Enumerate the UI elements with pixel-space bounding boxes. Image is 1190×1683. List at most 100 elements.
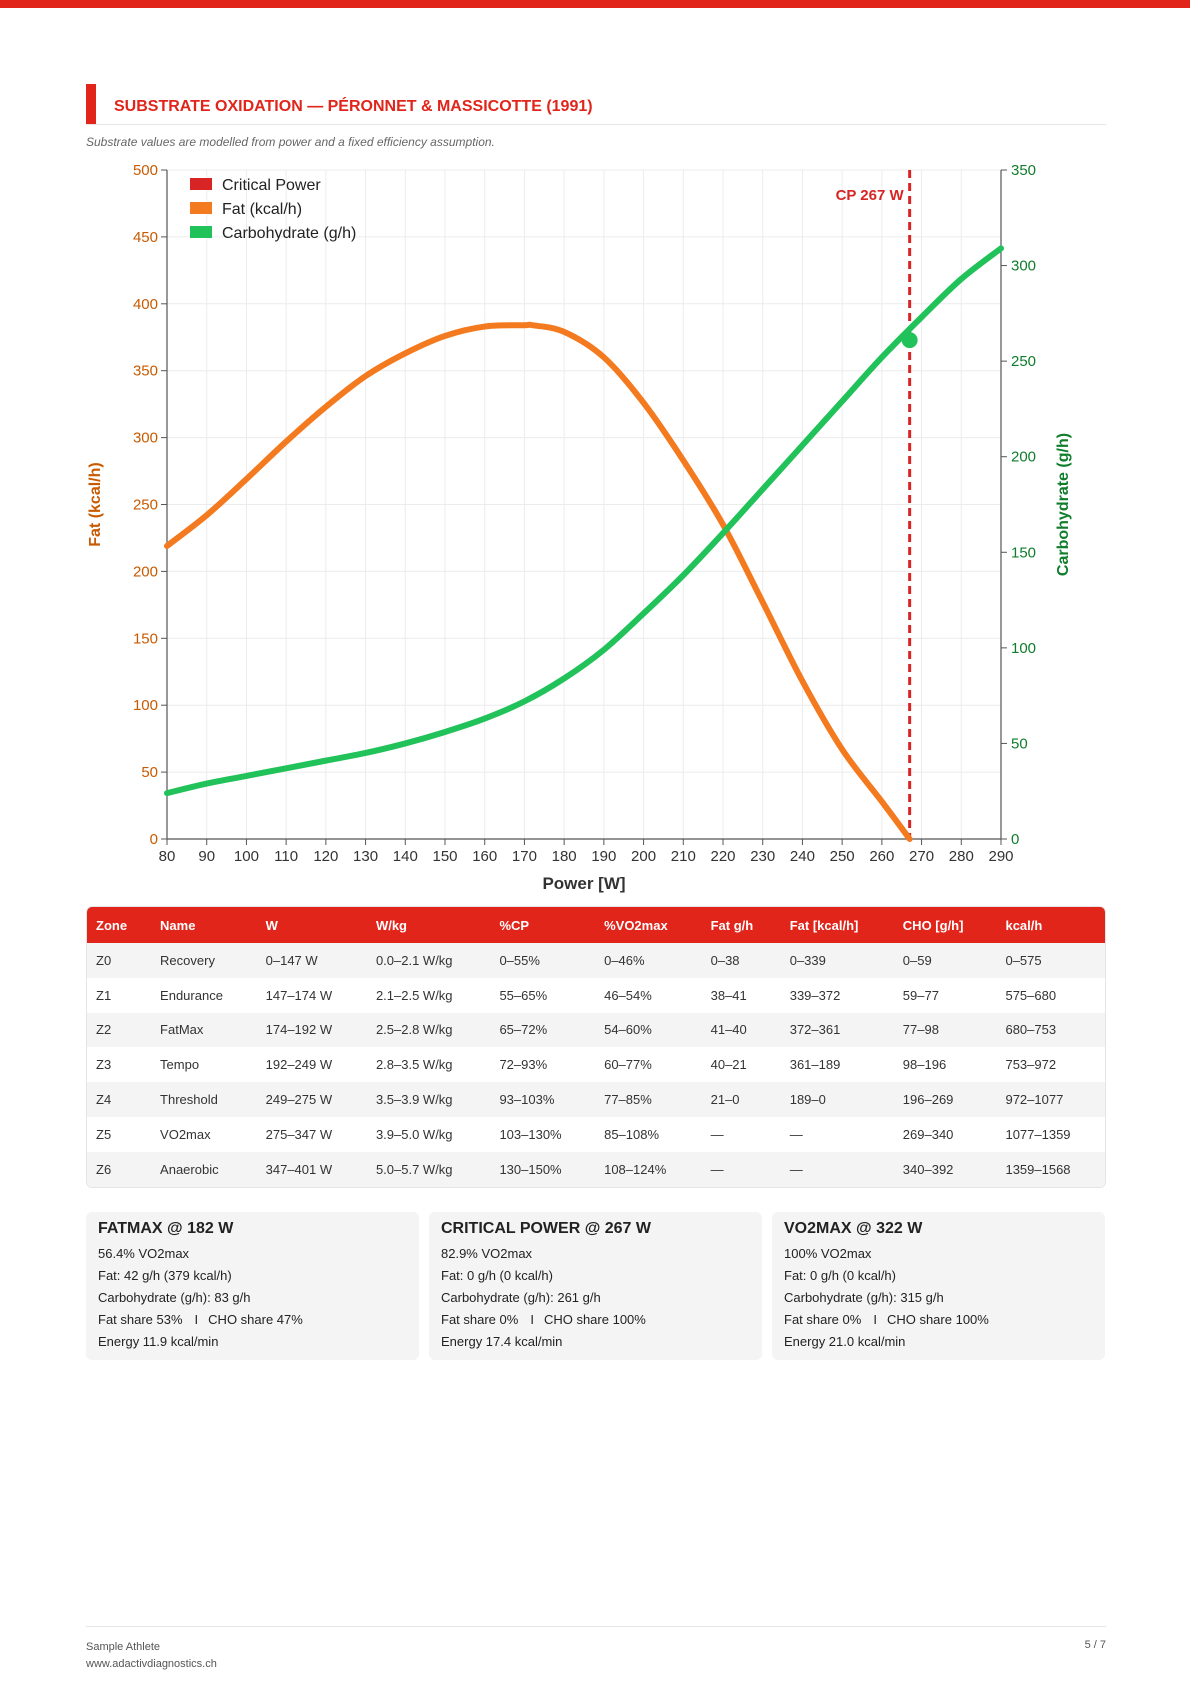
- card-energy: Energy 21.0 kcal/min: [784, 1334, 906, 1349]
- table-cell: 41–40: [701, 1012, 781, 1048]
- card-fat: Fat: 0 g/h (0 kcal/h): [784, 1268, 896, 1283]
- y-tick-label: 450: [133, 229, 158, 246]
- table-cell: 65–72%: [490, 1012, 596, 1048]
- card-fat-share: Fat share 0%: [784, 1312, 862, 1327]
- footer-divider: [86, 1626, 1106, 1627]
- table-cell: 108–124%: [595, 1151, 702, 1187]
- x-tick-label: 250: [830, 848, 855, 865]
- table-cell: Threshold: [151, 1082, 257, 1117]
- card-fat-share: Fat share 53%: [98, 1312, 183, 1327]
- table-row: Z5 VO2max 275–347 W 3.9–5.0 W/kg 103–130% 85–…: [87, 1116, 1105, 1152]
- x-tick-label: 210: [671, 848, 696, 865]
- summary-card: VO2MAX @ 322 W 100% VO2max Fat: 0 g/h (0 k…: [772, 1212, 1105, 1360]
- table-cell: 55–65%: [490, 977, 596, 1013]
- column-header: %VO2max: [595, 907, 702, 943]
- table-cell: 98–196: [893, 1047, 997, 1083]
- table-cell: 40–21: [701, 1047, 781, 1083]
- table-cell: 3.9–5.0 W/kg: [366, 1116, 491, 1152]
- column-header: %CP: [490, 907, 596, 943]
- card-cho: Carbohydrate (g/h): 261 g/h: [441, 1290, 601, 1305]
- y2-tick-label: 150: [1011, 544, 1036, 561]
- section-subtitle: Substrate values are modelled from power…: [86, 135, 495, 149]
- x-tick-label: 260: [869, 848, 894, 865]
- x-tick-label: 140: [393, 848, 418, 865]
- table-cell: 93–103%: [490, 1082, 596, 1117]
- top-accent-bar: [0, 0, 1190, 8]
- card-fat-share: Fat share 0%: [441, 1312, 519, 1327]
- table-cell: —: [701, 1151, 781, 1187]
- x-tick-label: 90: [198, 848, 215, 865]
- card-vo2: 82.9% VO2max: [441, 1246, 533, 1261]
- footer-website: www.adactivdiagnostics.ch: [86, 1658, 217, 1670]
- table-cell: 575–680: [996, 977, 1105, 1013]
- x-tick-label: 180: [552, 848, 577, 865]
- table-cell: 275–347 W: [256, 1116, 367, 1152]
- table-body: Z0 Recovery 0–147 W 0.0–2.1 W/kg 0–55% 0–46% 0…: [87, 943, 1105, 1187]
- table-cell: FatMax: [151, 1012, 257, 1048]
- card-cho: Carbohydrate (g/h): 315 g/h: [784, 1290, 944, 1305]
- table-cell: 1077–1359: [996, 1116, 1105, 1152]
- x-tick-label: 150: [432, 848, 457, 865]
- table-cell: Endurance: [151, 977, 257, 1013]
- x-tick-label: 270: [909, 848, 934, 865]
- table-cell: 103–130%: [490, 1116, 596, 1152]
- y2-tick-label: 50: [1011, 735, 1028, 752]
- table-header-row: Zone Name W W/kg %CP %VO2max Fat g/h Fat [kcal/…: [87, 907, 1105, 943]
- table-cell: 0–339: [780, 943, 894, 978]
- section-title: SUBSTRATE OXIDATION — PÉRONNET & MASSICO…: [114, 98, 593, 115]
- table-cell: 269–340: [893, 1116, 997, 1152]
- carbohydrate-series-line: [164, 245, 1004, 797]
- table-row: Z4 Threshold 249–275 W 3.5–3.9 W/kg 93–103% 7…: [87, 1082, 1105, 1117]
- y-tick-label: 350: [133, 363, 158, 380]
- y2-tick-label: 200: [1011, 449, 1036, 466]
- table-cell: 147–174 W: [256, 977, 367, 1013]
- table-row: Z1 Endurance 147–174 W 2.1–2.5 W/kg 55–65% 46…: [87, 977, 1105, 1013]
- table-cell: 2.8–3.5 W/kg: [366, 1047, 491, 1083]
- fat-series-line: [164, 321, 913, 842]
- table-cell: 46–54%: [595, 977, 702, 1013]
- table-cell: 0–575: [996, 943, 1105, 978]
- x-tick-label: 240: [790, 848, 815, 865]
- y-axis-label: Fat (kcal/h): [87, 462, 104, 546]
- table-cell: Z6: [87, 1151, 152, 1187]
- table-cell: 753–972: [996, 1047, 1105, 1083]
- card-energy: Energy 11.9 kcal/min: [98, 1334, 219, 1349]
- card-vo2: 100% VO2max: [784, 1246, 872, 1261]
- zone-table: Zone Name W W/kg %CP %VO2max Fat g/h Fat [kcal/…: [86, 906, 1106, 1188]
- x-tick-label: 170: [512, 848, 537, 865]
- table-cell: 196–269: [893, 1082, 997, 1117]
- y2-tick-label: 250: [1011, 353, 1036, 370]
- footer-athlete: Sample Athlete: [86, 1641, 160, 1653]
- y-tick-label: 200: [133, 563, 158, 580]
- x-tick-label: 290: [988, 848, 1013, 865]
- table-cell: 2.5–2.8 W/kg: [366, 1012, 491, 1048]
- table-cell: 2.1–2.5 W/kg: [366, 977, 491, 1013]
- table-cell: 38–41: [701, 977, 781, 1013]
- column-header: CHO [g/h]: [893, 907, 997, 943]
- table-cell: —: [780, 1151, 894, 1187]
- table-cell: 54–60%: [595, 1012, 702, 1048]
- card-cho: Carbohydrate (g/h): 83 g/h: [98, 1290, 251, 1305]
- y2-axis-label: Carbohydrate (g/h): [1055, 433, 1072, 576]
- table-row: Z6 Anaerobic 347–401 W 5.0–5.7 W/kg 130–150%…: [87, 1151, 1105, 1187]
- column-header: W/kg: [366, 907, 491, 943]
- summary-card: FATMAX @ 182 W 56.4% VO2max Fat: 42 g/h (3…: [86, 1212, 419, 1360]
- table-row: Z2 FatMax 174–192 W 2.5–2.8 W/kg 65–72% 54–60…: [87, 1012, 1105, 1048]
- card-fat: Fat: 0 g/h (0 kcal/h): [441, 1268, 553, 1283]
- table-cell: Z0: [87, 943, 152, 978]
- y2-tick-label: 350: [1011, 162, 1036, 179]
- table-cell: 5.0–5.7 W/kg: [366, 1151, 491, 1187]
- table-cell: —: [780, 1116, 894, 1152]
- x-axis-label: Power [W]: [542, 874, 625, 893]
- x-tick-label: 190: [591, 848, 616, 865]
- y-tick-label: 150: [133, 630, 158, 647]
- card-cho-share: CHO share 100%: [886, 1312, 989, 1327]
- page-number: 5 / 7: [1084, 1639, 1106, 1651]
- table-cell: 972–1077: [996, 1082, 1105, 1117]
- table-cell: —: [701, 1116, 781, 1152]
- legend-entry: Fat (kcal/h): [222, 201, 302, 218]
- table-cell: 372–361: [780, 1012, 894, 1048]
- table-cell: 347–401 W: [256, 1151, 367, 1187]
- x-tick-label: 80: [159, 848, 176, 865]
- card-title: CRITICAL POWER @ 267 W: [441, 1220, 651, 1237]
